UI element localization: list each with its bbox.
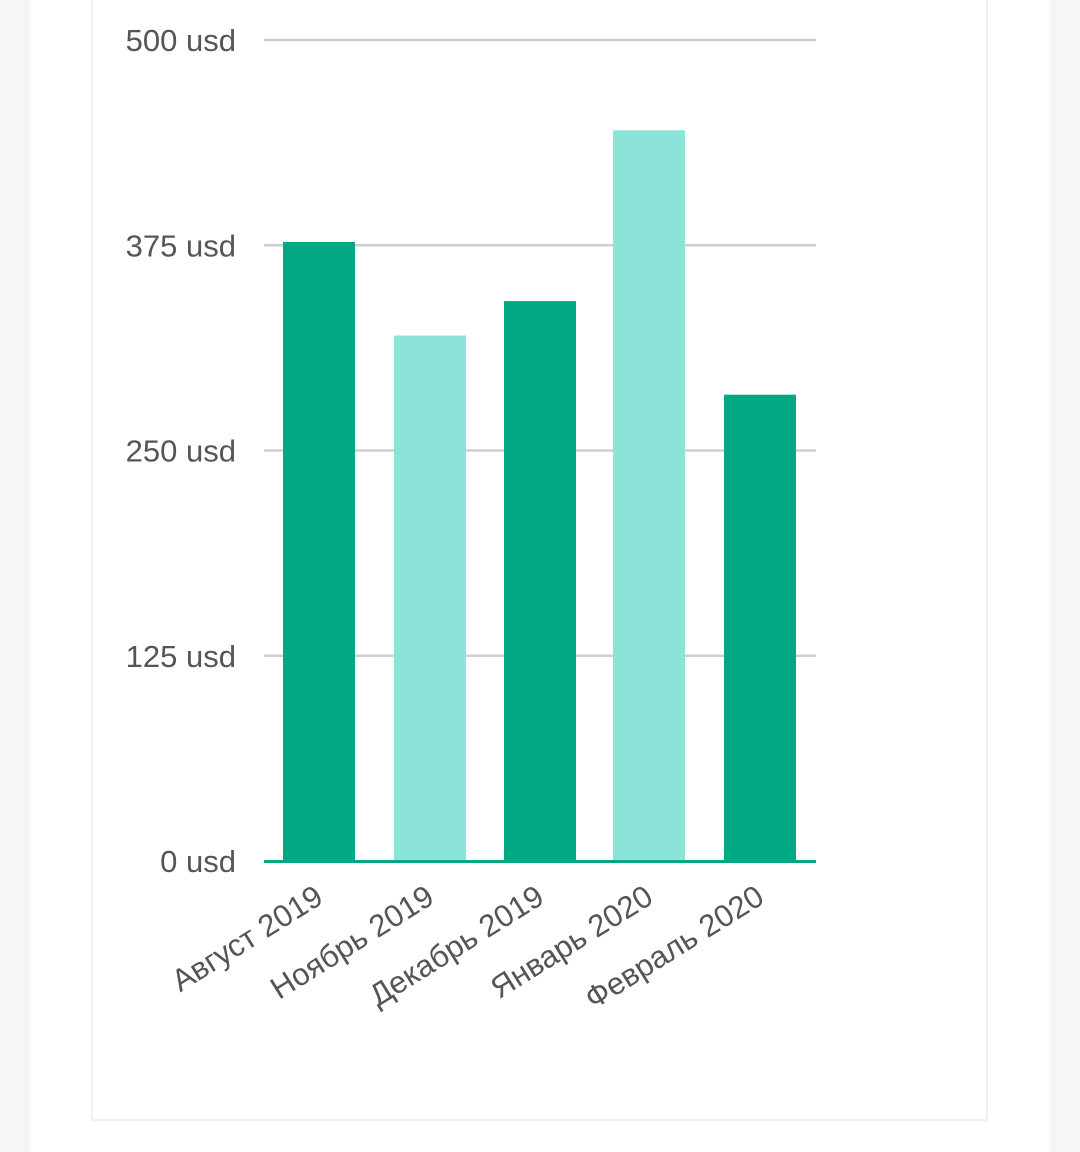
y-tick-label: 375 usd	[126, 228, 236, 263]
y-tick-label: 0 usd	[160, 844, 236, 879]
y-tick-label: 125 usd	[126, 639, 236, 674]
bar-1	[283, 241, 355, 861]
y-tick-label: 500 usd	[126, 23, 236, 58]
bar-2	[394, 335, 466, 861]
bar-3	[504, 301, 576, 861]
y-axis-tick-labels: 0 usd 125 usd 250 usd 375 usd 500 usd	[126, 23, 236, 879]
bars	[283, 130, 796, 861]
bar-5	[724, 394, 796, 861]
bar-4	[613, 130, 685, 861]
y-tick-label: 250 usd	[126, 434, 236, 469]
